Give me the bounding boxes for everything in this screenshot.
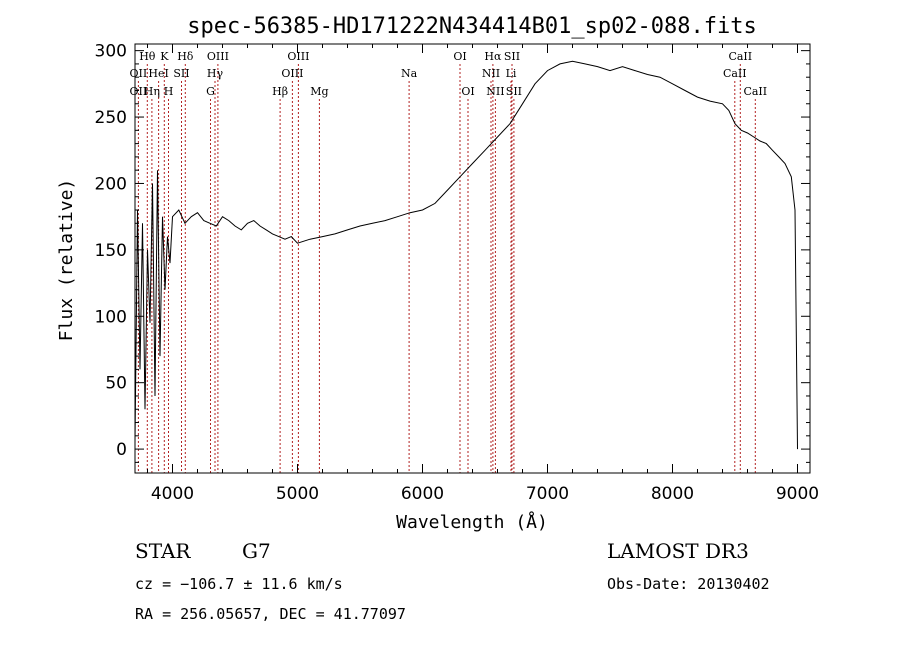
spectral-line-label: NII (482, 67, 500, 80)
y-tick-label: 0 (116, 440, 127, 460)
spectral-line-label: K (160, 50, 169, 63)
spectral-line-label: Hδ (177, 50, 194, 63)
spectral-line-label: OIII (281, 67, 303, 80)
spectral-line-label: H (164, 85, 174, 98)
spectral-line-label: NII (486, 85, 504, 98)
spectral-line-label: CaII (728, 50, 752, 63)
spectral-line-label: SII (173, 67, 189, 80)
y-tick-label: 150 (95, 241, 127, 261)
spectral-line-label: SII (504, 50, 520, 63)
spectral-line-label: CaII (723, 67, 747, 80)
spectral-line-label: Hγ (207, 67, 224, 80)
spectral-line-label: OII (130, 67, 148, 80)
spectral-line-label: OIII (207, 50, 229, 63)
subclass: G7 (242, 539, 271, 563)
spectral-line-label: Hθ (139, 50, 156, 63)
observation-date: Obs-Date: 20130402 (607, 575, 770, 593)
y-tick-label: 250 (95, 108, 127, 128)
spectral-line-label: Na (401, 67, 418, 80)
y-tick-label: 100 (95, 307, 127, 327)
coordinates: RA = 256.05657, DEC = 41.77097 (135, 605, 406, 623)
spectral-line-label: CaII (743, 85, 767, 98)
spectral-line-label: OII (130, 85, 148, 98)
spectral-line-label: Hβ (272, 85, 288, 98)
spectral-line-label: G (206, 85, 215, 98)
x-tick-label: 7000 (526, 484, 569, 504)
x-tick-label: 8000 (651, 484, 694, 504)
x-tick-label: 6000 (401, 484, 444, 504)
y-tick-label: 300 (95, 42, 127, 62)
x-tick-label: 5000 (276, 484, 319, 504)
chart-title: spec-56385-HD171222N434414B01_sp02-088.f… (187, 14, 757, 39)
spectral-line-label: OI (461, 85, 474, 98)
survey-name: LAMOST DR3 (607, 539, 749, 563)
y-tick-label: 50 (105, 374, 127, 394)
spectrum-line (134, 60, 798, 450)
spectral-line-label: Hα (484, 50, 502, 63)
spectral-line-label: SII (506, 85, 522, 98)
plot-frame (134, 43, 811, 474)
spectral-line-markers (137, 64, 756, 473)
spectral-line-label: OI (453, 50, 466, 63)
x-tick-label: 9000 (776, 484, 819, 504)
x-axis-ticks: 4000 5000 6000 7000 8000 9000 (147, 44, 819, 504)
y-tick-label: 200 (95, 174, 127, 194)
object-class: STAR (135, 539, 191, 563)
y-axis-label: Flux (relative) (56, 179, 77, 342)
x-tick-label: 4000 (151, 484, 194, 504)
spectral-line-label: Hη (144, 85, 160, 98)
spectral-line-label: Li (506, 67, 517, 80)
spectral-line-label: HeI (148, 67, 168, 80)
redshift-velocity: cz = −106.7 ± 11.6 km/s (135, 575, 343, 593)
spectral-line-label: Mg (310, 85, 328, 98)
x-axis-label: Wavelength (Å) (396, 511, 548, 533)
spectral-line-label: OIII (287, 50, 309, 63)
y-axis-ticks: 0 50 100 150 200 250 300 (95, 42, 810, 463)
